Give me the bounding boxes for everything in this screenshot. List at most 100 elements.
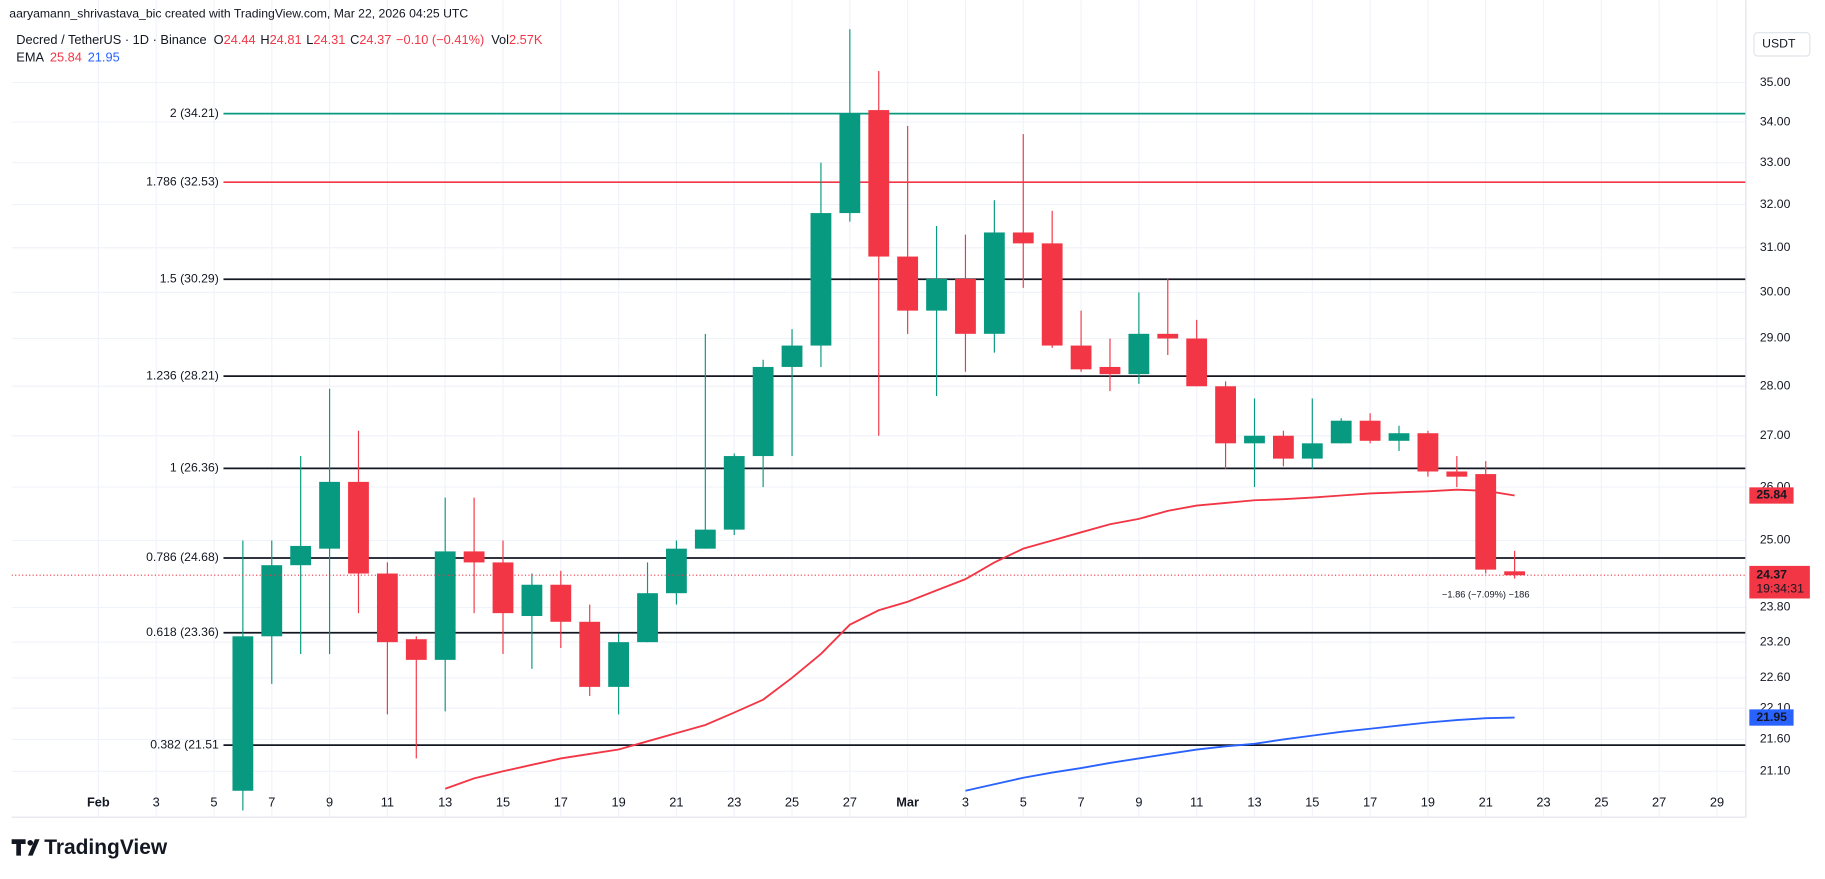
field-label: L (306, 32, 313, 47)
x-tick-label: 25 (785, 795, 799, 810)
candle-body (521, 584, 543, 617)
candle-body (1186, 338, 1208, 387)
candle-body (955, 278, 976, 334)
candle-body (983, 232, 1005, 334)
price-box (1749, 709, 1794, 726)
y-tick-label: 27.00 (1760, 428, 1791, 442)
x-tick-label: 25 (1594, 795, 1608, 810)
candle-body (550, 584, 572, 622)
y-tick-label: 32.00 (1760, 197, 1791, 211)
candle-body (1359, 420, 1381, 441)
candle-body (1272, 435, 1294, 459)
candle-body (290, 545, 312, 566)
logo-dot (27, 839, 34, 846)
candle-body (897, 256, 919, 311)
x-tick-label: 5 (1020, 795, 1027, 810)
x-tick-label: 15 (1305, 795, 1319, 810)
candle-body (348, 481, 369, 574)
indicator-name: EMA (16, 50, 44, 65)
candle-body (1215, 386, 1236, 444)
low-value: 24.31 (313, 32, 345, 47)
fib-label: 1 (26.36) (170, 461, 219, 475)
candle-body (1128, 333, 1150, 375)
x-tick-label: 15 (496, 795, 510, 810)
symbol: Decred / TetherUS · 1D · Binance (16, 32, 206, 47)
fib-label: 0.382 (21.51 (150, 737, 219, 751)
x-tick-label: 23 (1536, 795, 1550, 810)
y-tick-label: 31.00 (1760, 240, 1791, 254)
x-tick-label: 9 (326, 795, 333, 810)
fib-label: 2 (34.21) (170, 106, 219, 120)
close-value: 24.37 (359, 32, 391, 47)
x-tick-label: 3 (153, 795, 160, 810)
candle-body (868, 110, 890, 257)
candle-body (926, 278, 947, 311)
price-box (1749, 487, 1794, 504)
high-value: 24.81 (270, 32, 302, 47)
fib-label: 0.786 (24.68) (146, 550, 219, 564)
last-price-box (1749, 565, 1810, 599)
x-tick-label: 21 (1479, 795, 1493, 810)
candle-body (1244, 435, 1265, 444)
candle-body (723, 456, 745, 530)
candle-body (1417, 433, 1439, 472)
volume: 2.57K (509, 32, 543, 47)
x-tick-label: 23 (727, 795, 741, 810)
y-tick-label: 29.00 (1760, 331, 1791, 345)
change: −0.10 (−0.41%) (396, 32, 484, 47)
countdown: 19:34:31 (1756, 581, 1804, 595)
y-tick-label: 34.00 (1760, 114, 1791, 128)
x-tick-label: 5 (210, 795, 217, 810)
volume-label: Vol (491, 32, 509, 47)
field-label: O (214, 32, 224, 47)
fib-label: 1.236 (28.21) (146, 368, 219, 382)
x-tick-label: 13 (438, 795, 452, 810)
x-tick-label: 29 (1710, 795, 1724, 810)
candle-body (579, 621, 601, 687)
candle-body (376, 573, 398, 643)
axes: 35.00 34.00 33.00 32.00 31.00 30.00 29.00 28.00… (87, 75, 1810, 810)
candle-body (1041, 243, 1063, 346)
candle-body (608, 642, 630, 687)
open-value: 24.44 (224, 32, 256, 47)
fib-label: 1.786 (32.53) (146, 174, 219, 188)
x-tick-label: 11 (381, 795, 394, 810)
logo-mark (11, 839, 40, 856)
candle-body (463, 551, 485, 563)
y-tick-label: 21.10 (1760, 764, 1791, 778)
candle-body (319, 481, 340, 549)
price-box-label: 21.95 (1756, 710, 1787, 724)
field-label: H (260, 32, 269, 47)
candle-body (1070, 345, 1092, 370)
logo-text: TradingView (44, 836, 168, 859)
x-tick-label: 7 (268, 795, 275, 810)
ema-line (965, 716, 1515, 792)
candle-body (637, 593, 658, 643)
x-tick-label: 11 (1190, 795, 1203, 810)
y-tick-label: 25.00 (1760, 533, 1791, 547)
y-tick-label: 21.60 (1760, 732, 1791, 746)
x-tick-label: 27 (1652, 795, 1666, 810)
x-tick-label: 13 (1247, 795, 1261, 810)
y-tick-label: 28.00 (1760, 378, 1791, 392)
candle-body (1157, 333, 1179, 339)
x-tick-label: 19 (1421, 795, 1435, 810)
candle-body (1099, 366, 1121, 375)
y-tick-label: 30.00 (1760, 285, 1791, 299)
candle-body (1388, 433, 1410, 441)
candle-body (261, 565, 283, 637)
y-tick-label: 33.00 (1760, 155, 1791, 169)
indicator-legend: EMA 25.84 21.95 (16, 50, 119, 65)
candle-body (1012, 232, 1034, 244)
candle-body (752, 366, 774, 457)
currency-box[interactable] (1753, 32, 1811, 57)
legend-header: Decred / TetherUS · 1D · Binance O24.44 H2… (16, 32, 543, 47)
x-tick-label: 21 (669, 795, 683, 810)
last-price-label: 24.37 (1756, 567, 1787, 581)
x-tick-label: 3 (962, 795, 969, 810)
logo: TradingView (11, 836, 168, 859)
currency[interactable]: USDT (1762, 37, 1796, 51)
